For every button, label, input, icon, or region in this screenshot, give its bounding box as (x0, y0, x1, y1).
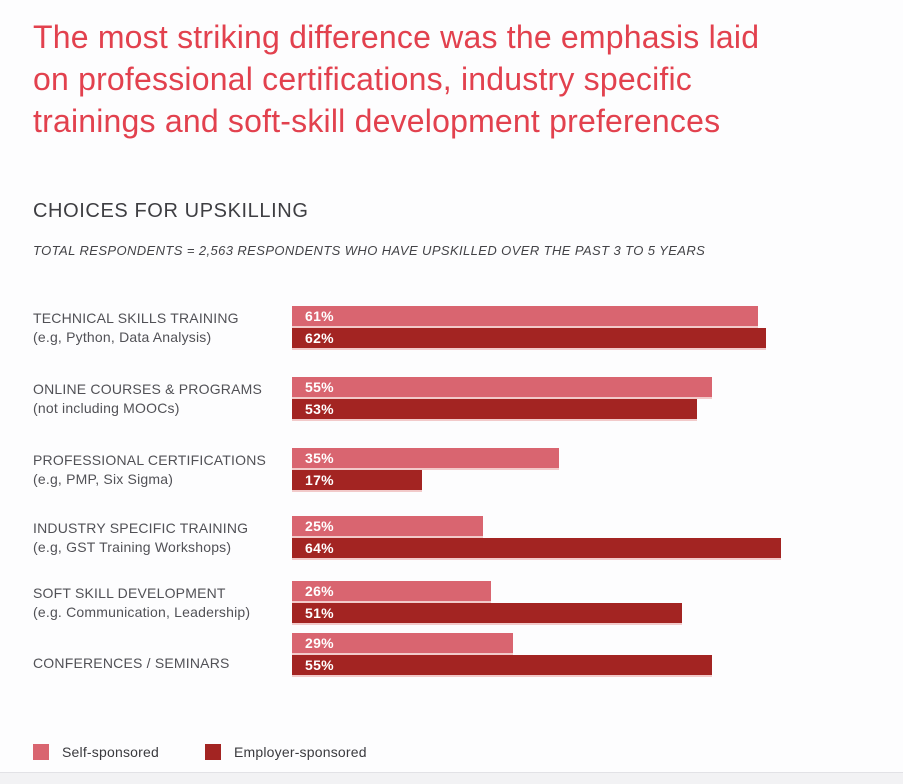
bar-group: 35% 17% (292, 448, 903, 492)
category-sublabel: (e.g, PMP, Six Sigma) (33, 471, 174, 487)
category-label: SOFT SKILL DEVELOPMENT (e.g. Communicati… (33, 581, 292, 625)
employer-sponsored-bar: 62% (292, 328, 766, 350)
legend-item-self-sponsored: Self-sponsored (33, 744, 159, 760)
page-title-line: trainings and soft-skill development pre… (33, 103, 721, 139)
bar-value-label: 55% (305, 379, 334, 395)
chart-title: CHOICES FOR UPSKILLING (33, 200, 309, 222)
employer-sponsored-swatch-icon (204, 744, 221, 760)
bar-group: 61% 62% (292, 306, 903, 350)
category-name: ONLINE COURSES & PROGRAMS (33, 381, 263, 397)
self-sponsored-bar: 29% (292, 633, 514, 655)
category-label: INDUSTRY SPECIFIC TRAINING (e.g, GST Tra… (33, 516, 292, 560)
employer-sponsored-bar: 51% (292, 603, 682, 625)
bar-value-label: 62% (305, 330, 334, 346)
self-sponsored-bar: 25% (292, 516, 483, 538)
self-sponsored-bar: 26% (292, 581, 491, 603)
bottom-divider (0, 772, 903, 784)
category-sublabel: (e.g. Communication, Leadership) (33, 604, 251, 620)
bar-chart: TECHNICAL SKILLS TRAINING (e.g, Python, … (33, 306, 903, 677)
chart-row-conferences: CONFERENCES / SEMINARS 29% 55% (33, 633, 903, 677)
chart-row-online-courses: ONLINE COURSES & PROGRAMS (not including… (33, 377, 903, 421)
chart-row-technical-skills: TECHNICAL SKILLS TRAINING (e.g, Python, … (33, 306, 903, 350)
category-sublabel: (not including MOOCs) (33, 400, 180, 416)
category-label: CONFERENCES / SEMINARS (33, 633, 292, 677)
bar-group: 26% 51% (292, 581, 903, 625)
category-label: ONLINE COURSES & PROGRAMS (not including… (33, 377, 292, 421)
category-name: INDUSTRY SPECIFIC TRAINING (33, 520, 249, 536)
chart-row-professional-certifications: PROFESSIONAL CERTIFICATIONS (e.g, PMP, S… (33, 448, 903, 492)
self-sponsored-bar: 55% (292, 377, 713, 399)
bar-group: 55% 53% (292, 377, 903, 421)
bar-value-label: 55% (305, 657, 334, 673)
employer-sponsored-bar: 64% (292, 538, 781, 560)
page-title-line: on professional certifications, industry… (33, 61, 692, 97)
bar-value-label: 25% (305, 518, 334, 534)
bar-value-label: 17% (305, 472, 334, 488)
self-sponsored-bar: 61% (292, 306, 758, 328)
employer-sponsored-bar: 17% (292, 470, 422, 492)
bar-group: 29% 55% (292, 633, 903, 677)
bar-value-label: 53% (305, 401, 334, 417)
bar-value-label: 35% (305, 450, 334, 466)
page-title-line: The most striking difference was the emp… (33, 19, 760, 55)
category-sublabel: (e.g, Python, Data Analysis) (33, 329, 212, 345)
legend-item-employer-sponsored: Employer-sponsored (204, 744, 367, 760)
chart-legend: Self-sponsored Employer-sponsored (33, 744, 367, 760)
page-title: The most striking difference was the emp… (33, 16, 883, 142)
category-name: TECHNICAL SKILLS TRAINING (33, 310, 239, 326)
self-sponsored-bar: 35% (292, 448, 560, 470)
bar-value-label: 64% (305, 540, 334, 556)
chart-subtitle: TOTAL RESPONDENTS = 2,563 RESPONDENTS WH… (33, 243, 706, 258)
category-label: TECHNICAL SKILLS TRAINING (e.g, Python, … (33, 306, 292, 350)
category-name: CONFERENCES / SEMINARS (33, 655, 230, 671)
category-sublabel: (e.g, GST Training Workshops) (33, 539, 232, 555)
chart-row-industry-specific: INDUSTRY SPECIFIC TRAINING (e.g, GST Tra… (33, 516, 903, 560)
category-label: PROFESSIONAL CERTIFICATIONS (e.g, PMP, S… (33, 448, 292, 492)
category-name: SOFT SKILL DEVELOPMENT (33, 585, 226, 601)
employer-sponsored-bar: 53% (292, 399, 697, 421)
bar-value-label: 51% (305, 605, 334, 621)
legend-label: Self-sponsored (62, 744, 159, 760)
legend-label: Employer-sponsored (233, 744, 367, 760)
bar-value-label: 29% (305, 635, 334, 651)
category-name: PROFESSIONAL CERTIFICATIONS (33, 452, 267, 468)
bar-value-label: 61% (305, 308, 334, 324)
employer-sponsored-bar: 55% (292, 655, 713, 677)
bar-group: 25% 64% (292, 516, 903, 560)
chart-row-soft-skill: SOFT SKILL DEVELOPMENT (e.g. Communicati… (33, 581, 903, 625)
self-sponsored-swatch-icon (33, 744, 49, 760)
bar-value-label: 26% (305, 583, 334, 599)
